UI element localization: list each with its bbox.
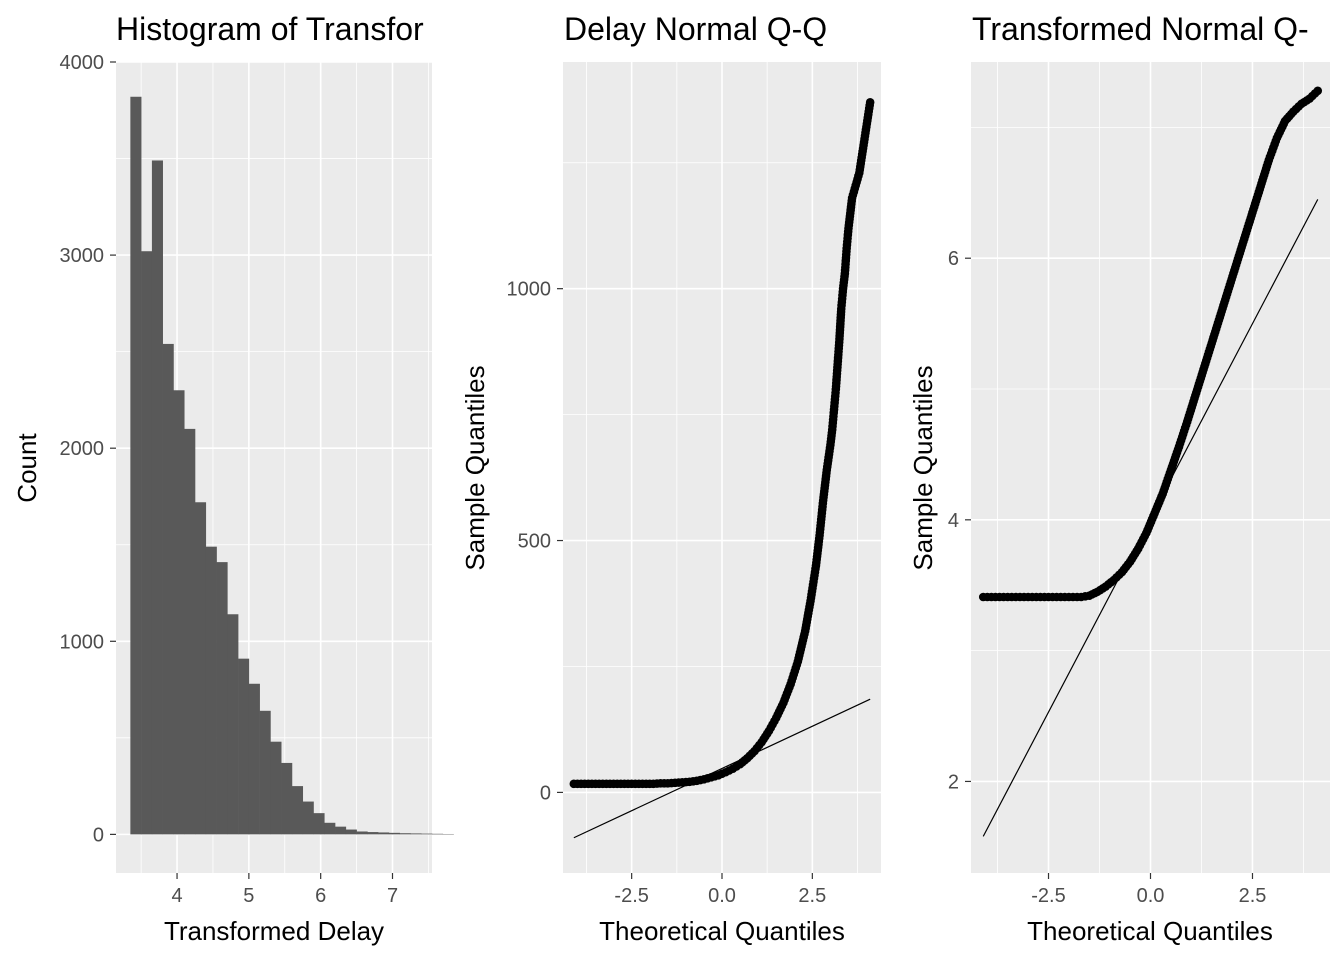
x-tick-label: 6: [315, 885, 326, 907]
x-tick-label: 0.0: [1137, 885, 1165, 907]
delay-qq-title: Delay Normal Q-Q: [564, 11, 827, 47]
delay-qq-x-axis-title: Theoretical Quantiles: [599, 916, 845, 946]
y-tick-label: 4: [948, 510, 959, 532]
qq-reference-line: [573, 698, 871, 839]
histogram-bar: [345, 829, 357, 835]
x-tick-label: -2.5: [614, 885, 648, 907]
histogram-panel: Histogram of Transfor Transformed Delay …: [12, 11, 454, 946]
x-tick-label: 2.5: [798, 885, 826, 907]
histogram-bar: [281, 762, 293, 835]
transformed-qq-panel: Transformed Normal Q- Theoretical Quanti…: [908, 11, 1330, 946]
x-tick-label: 2.5: [1239, 885, 1267, 907]
delay-qq-y-axis-title: Sample Quantiles: [460, 365, 490, 570]
histogram-bar: [399, 833, 411, 835]
y-tick-label: 1000: [60, 631, 105, 653]
x-tick-label: -2.5: [1031, 885, 1065, 907]
y-tick-label: 4000: [60, 52, 105, 74]
y-tick-label: 1000: [507, 279, 552, 301]
histogram-bar: [216, 562, 228, 835]
histogram-bar: [291, 786, 304, 835]
histogram-bar: [141, 251, 153, 835]
histogram-bar: [324, 822, 336, 835]
y-tick-label: 500: [518, 531, 551, 553]
transformed-qq-y-axis-title: Sample Quantiles: [908, 365, 938, 570]
x-tick-label: 5: [243, 885, 254, 907]
histogram-bar: [410, 833, 422, 835]
histogram-bar: [335, 826, 347, 835]
histogram-bar: [421, 833, 433, 835]
qq-point: [1313, 86, 1323, 96]
histogram-bar: [184, 428, 196, 835]
histogram-bar: [151, 160, 163, 835]
y-tick-label: 6: [948, 248, 959, 270]
histogram-bar: [367, 832, 379, 835]
histogram-y-axis-title: Count: [12, 433, 42, 503]
x-tick-label: 0.0: [708, 885, 736, 907]
y-tick-label: 2: [948, 771, 959, 793]
delay-qq-panel: Delay Normal Q-Q Theoretical Quantiles S…: [460, 11, 881, 946]
transformed-qq-x-axis-title: Theoretical Quantiles: [1027, 916, 1273, 946]
histogram-bar: [388, 832, 400, 835]
y-tick-label: 3000: [60, 245, 105, 267]
histogram-x-axis-title: Transformed Delay: [164, 916, 384, 946]
histogram-bar: [173, 390, 185, 835]
histogram-bar: [205, 546, 217, 835]
qq-point: [865, 97, 875, 107]
histogram-bar: [259, 710, 271, 835]
histogram-bar: [270, 741, 282, 835]
histogram-bar: [432, 833, 444, 835]
histogram-bar: [227, 614, 239, 835]
histogram-bar: [130, 96, 142, 835]
histogram-bar: [162, 343, 174, 835]
histogram-bar: [302, 801, 314, 835]
histogram-bar: [195, 502, 207, 835]
histogram-title: Histogram of Transfor: [116, 11, 424, 47]
x-tick-label: 4: [171, 885, 182, 907]
histogram-bar: [356, 831, 368, 835]
y-tick-label: 2000: [60, 438, 105, 460]
histogram-bar: [313, 813, 325, 835]
histogram-bar: [378, 832, 390, 835]
histogram-bar: [248, 683, 260, 835]
transformed-qq-title: Transformed Normal Q-: [972, 11, 1309, 47]
y-tick-label: 0: [93, 824, 104, 846]
x-tick-label: 7: [387, 885, 398, 907]
y-tick-label: 0: [540, 782, 551, 804]
histogram-bar: [238, 658, 250, 835]
